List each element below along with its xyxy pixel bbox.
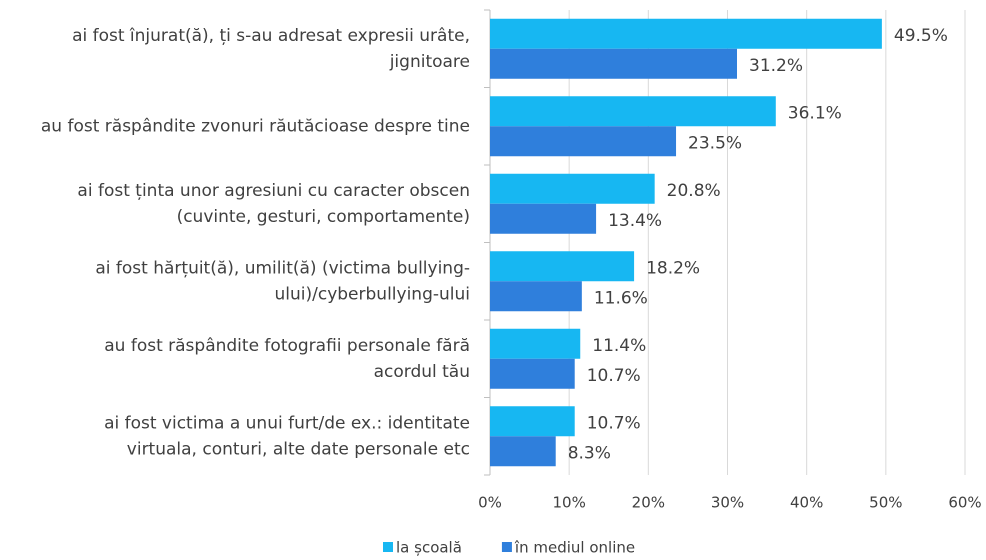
bar [490, 358, 575, 389]
x-tick-label: 10% [552, 494, 585, 512]
category-label: ului)/cyberbullying-ului [275, 284, 471, 304]
x-tick-label: 20% [632, 494, 665, 512]
value-label: 10.7% [587, 413, 641, 433]
value-label: 13.4% [608, 211, 662, 231]
category-label: au fost răspândite fotografii personale … [104, 336, 470, 356]
bar [490, 203, 597, 234]
category-label: (cuvinte, gesturi, comportamente) [177, 207, 470, 227]
category-label: ai fost înjurat(ă), ți s-au adresat expr… [72, 26, 470, 46]
legend-swatch [383, 542, 393, 552]
legend-label: la școală [396, 539, 462, 557]
bar [490, 96, 776, 127]
bar [490, 406, 575, 437]
value-label: 8.3% [568, 443, 611, 463]
value-label: 18.2% [646, 258, 700, 278]
value-label: 11.4% [592, 336, 646, 356]
value-label: 49.5% [894, 26, 948, 46]
category-label: ai fost victima a unui furt/de ex.: iden… [104, 413, 470, 433]
value-label: 20.8% [667, 181, 721, 201]
x-tick-label: 30% [711, 494, 744, 512]
bar [490, 18, 882, 49]
category-label: ai fost ținta unor agresiuni cu caracter… [77, 181, 470, 201]
value-label: 31.2% [749, 56, 803, 76]
bar [490, 48, 737, 79]
category-label: ai fost hărțuit(ă), umilit(ă) (victima b… [95, 258, 470, 278]
bar [490, 173, 655, 204]
bar [490, 281, 582, 312]
x-tick-label: 50% [869, 494, 902, 512]
bar [490, 328, 581, 359]
value-label: 11.6% [594, 288, 648, 308]
category-label: au fost răspândite zvonuri răutăcioase d… [41, 116, 470, 136]
value-label: 36.1% [788, 103, 842, 123]
x-tick-label: 40% [790, 494, 823, 512]
bar [490, 436, 556, 467]
category-label: virtuala, conturi, alte date personale e… [127, 439, 470, 459]
bar [490, 126, 677, 157]
x-tick-label: 60% [948, 494, 981, 512]
legend-swatch [501, 542, 512, 552]
category-label: jignitoare [389, 52, 470, 72]
legend-label: în mediul online [514, 539, 635, 557]
value-label: 10.7% [587, 366, 641, 386]
value-label: 23.5% [688, 133, 742, 153]
x-tick-label: 0% [478, 494, 502, 512]
bar [490, 251, 635, 282]
category-label: acordul tău [374, 362, 470, 382]
